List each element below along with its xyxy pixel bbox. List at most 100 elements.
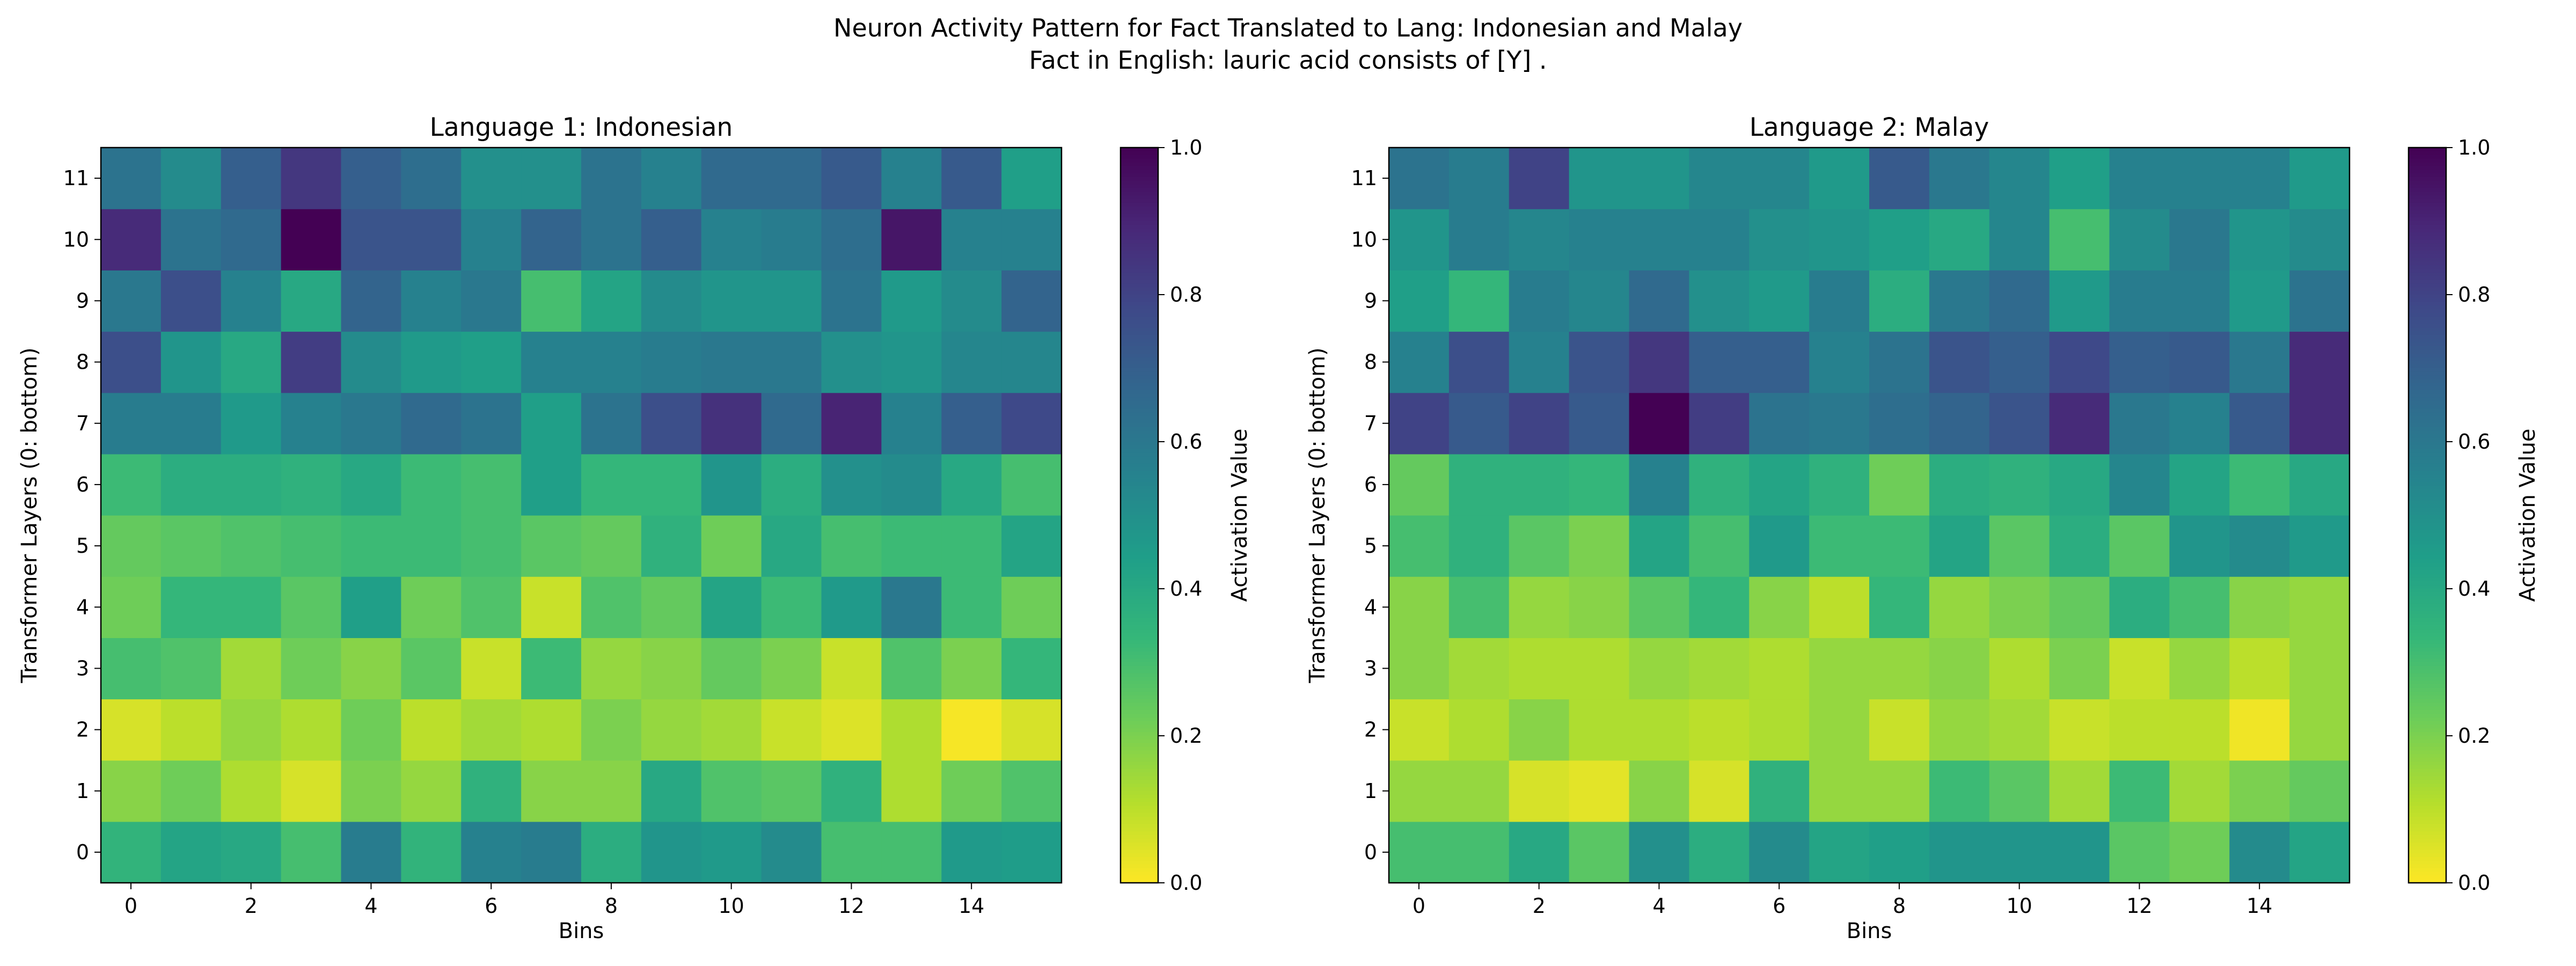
colorbar-segment bbox=[2409, 346, 2446, 350]
heatmap-cell bbox=[1001, 148, 1062, 209]
heatmap-cell bbox=[101, 392, 162, 455]
heatmap-cell bbox=[641, 270, 702, 332]
colorbar-segment bbox=[2409, 438, 2446, 442]
heatmap-cell bbox=[1509, 576, 1570, 638]
colorbar-segment bbox=[2409, 148, 2446, 152]
colorbar-segment bbox=[1121, 464, 1158, 468]
heatmap-cell bbox=[881, 148, 942, 209]
colorbar-segment bbox=[2409, 401, 2446, 406]
colorbar-segment bbox=[2409, 846, 2446, 851]
heatmap-cell bbox=[761, 821, 822, 883]
colorbar-segment bbox=[2409, 423, 2446, 428]
heatmap-cell bbox=[281, 453, 342, 516]
heatmap-cell bbox=[1389, 270, 1450, 332]
colorbar-segment bbox=[1121, 155, 1158, 159]
heatmap-cell bbox=[1749, 270, 1810, 332]
colorbar-segment bbox=[1121, 563, 1158, 567]
heatmap-cell bbox=[2169, 760, 2230, 822]
colorbar-segment bbox=[1121, 761, 1158, 766]
heatmap-cell bbox=[1749, 699, 1810, 761]
heatmap-cell bbox=[1989, 576, 2050, 638]
colorbar-segment bbox=[2409, 835, 2446, 839]
colorbar-segment bbox=[1121, 173, 1158, 178]
heatmap-cell bbox=[761, 392, 822, 455]
heatmap-cell bbox=[101, 453, 162, 516]
panel-title: Language 1: Indonesian bbox=[430, 113, 733, 142]
colorbar-segment bbox=[2409, 868, 2446, 873]
heatmap-cell bbox=[521, 515, 582, 577]
x-axis-label: Bins bbox=[1847, 919, 1892, 943]
colorbar-segment bbox=[1121, 511, 1158, 516]
colorbar-segment bbox=[1121, 166, 1158, 170]
colorbar-segment bbox=[2409, 860, 2446, 865]
heatmap-cell bbox=[1929, 699, 1990, 761]
heatmap-cell bbox=[521, 699, 582, 761]
colorbar-segment bbox=[2409, 592, 2446, 597]
heatmap-cell bbox=[641, 209, 702, 270]
colorbar-segment bbox=[2409, 320, 2446, 325]
heatmap-cell bbox=[401, 270, 462, 332]
colorbar-label: Activation Value bbox=[1227, 429, 1252, 602]
colorbar-segment bbox=[1121, 791, 1158, 795]
colorbar-segment bbox=[2409, 430, 2446, 435]
heatmap-cell bbox=[581, 760, 642, 822]
heatmap-cell bbox=[341, 453, 401, 516]
colorbar-segment bbox=[2409, 802, 2446, 806]
colorbar-segment bbox=[1121, 177, 1158, 181]
colorbar-segment bbox=[1121, 662, 1158, 667]
colorbar-segment bbox=[1121, 202, 1158, 207]
colorbar-segment bbox=[1121, 699, 1158, 704]
colorbar-segment bbox=[1121, 809, 1158, 814]
colorbar-segment bbox=[2409, 739, 2446, 744]
heatmap-cell bbox=[281, 270, 342, 332]
y-axis-label: Transformer Layers (0: bottom) bbox=[17, 347, 42, 683]
colorbar-segment bbox=[1121, 250, 1158, 255]
heatmap-cell bbox=[1749, 515, 1810, 577]
heatmap-cell bbox=[941, 453, 1002, 516]
heatmap-cell bbox=[160, 453, 222, 516]
colorbar-segment bbox=[1121, 357, 1158, 362]
heatmap-cell bbox=[2109, 638, 2170, 700]
colorbar-segment bbox=[1121, 677, 1158, 682]
colorbar-segment bbox=[2409, 250, 2446, 255]
heatmap-cell bbox=[821, 821, 882, 883]
heatmap-cell bbox=[1809, 270, 1870, 332]
colorbar-segment bbox=[1121, 349, 1158, 354]
heatmap-cell bbox=[461, 699, 522, 761]
colorbar-segment bbox=[2409, 736, 2446, 740]
heatmap-cell bbox=[1989, 821, 2050, 883]
colorbar-segment bbox=[1121, 651, 1158, 656]
colorbar-segment bbox=[2409, 806, 2446, 810]
colorbar-segment bbox=[1121, 206, 1158, 211]
colorbar-segment bbox=[1121, 739, 1158, 744]
heatmap-cell bbox=[1869, 760, 1930, 822]
colorbar-segment bbox=[1121, 430, 1158, 435]
colorbar-segment bbox=[2409, 166, 2446, 170]
colorbar-segment bbox=[1121, 806, 1158, 810]
heatmap-cell bbox=[581, 699, 642, 761]
colorbar-segment bbox=[2409, 313, 2446, 317]
heatmap-cell bbox=[2169, 148, 2230, 209]
colorbar-segment bbox=[2409, 224, 2446, 229]
heatmap-cell bbox=[761, 760, 822, 822]
colorbar-segment bbox=[2409, 669, 2446, 674]
colorbar-segment bbox=[1121, 765, 1158, 770]
heatmap-cell bbox=[2049, 209, 2110, 270]
colorbar-segment bbox=[2409, 522, 2446, 527]
heatmap-cell bbox=[521, 331, 582, 393]
heatmap-cell bbox=[160, 392, 222, 455]
heatmap-cell bbox=[521, 392, 582, 455]
colorbar-segment bbox=[2409, 419, 2446, 424]
heatmap-cell bbox=[1629, 760, 1689, 822]
colorbar-segment bbox=[1121, 390, 1158, 394]
x-tick-label: 2 bbox=[1533, 894, 1546, 918]
colorbar-segment bbox=[1121, 702, 1158, 707]
heatmap-cell bbox=[1629, 392, 1689, 455]
heatmap-cell bbox=[581, 209, 642, 270]
heatmap-cell bbox=[1689, 148, 1750, 209]
colorbar-segment bbox=[2409, 754, 2446, 758]
colorbar-segment bbox=[1121, 243, 1158, 247]
heatmap-cell bbox=[2229, 699, 2290, 761]
colorbar-segment bbox=[1121, 500, 1158, 505]
heatmap-cell bbox=[281, 760, 342, 822]
